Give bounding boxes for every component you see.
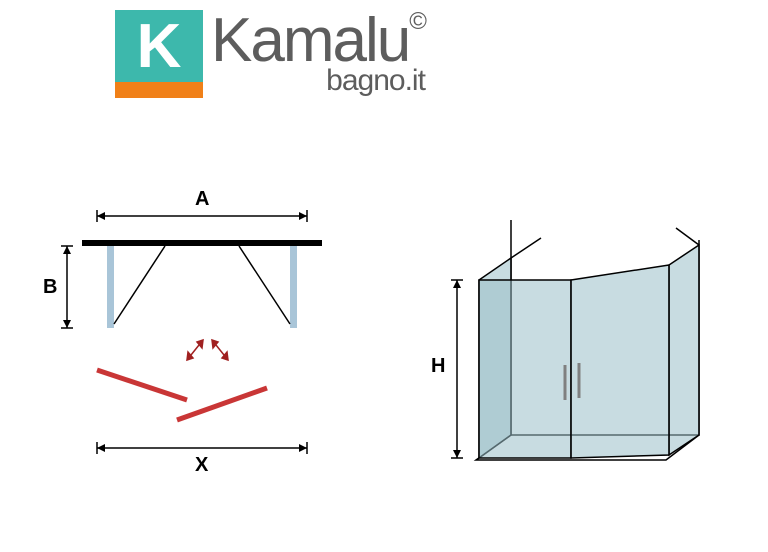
topview-svg	[47, 200, 347, 480]
diagram-isoview: H	[441, 200, 721, 500]
label-x: X	[195, 454, 208, 477]
logo-text: Kamalu© bagno.it	[211, 10, 425, 98]
logo-icon: K	[115, 10, 203, 98]
logo-letter: K	[115, 10, 203, 82]
isoview-svg	[441, 200, 721, 500]
logo: K Kamalu© bagno.it	[115, 10, 425, 98]
diagrams-row: A B X	[0, 200, 768, 500]
label-a: A	[195, 188, 209, 211]
logo-square-orange	[115, 82, 203, 98]
label-b: B	[43, 276, 57, 299]
diagram-topview: A B X	[47, 200, 347, 480]
logo-main-text: Kamalu©	[211, 10, 425, 72]
label-h: H	[431, 355, 445, 378]
logo-copyright: ©	[409, 8, 425, 35]
